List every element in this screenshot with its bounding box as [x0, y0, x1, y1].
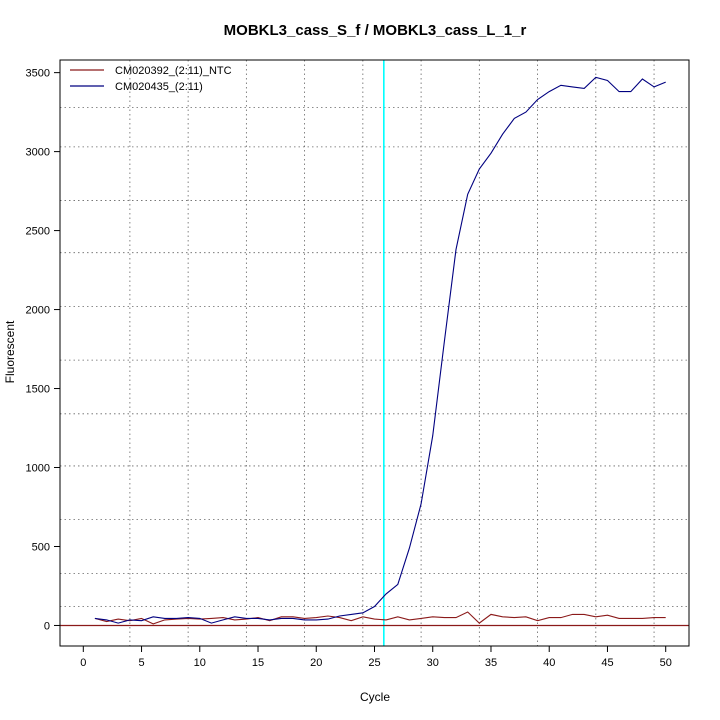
y-tick-label: 0 [44, 620, 50, 632]
y-tick-label: 1500 [26, 384, 50, 396]
x-tick-label: 20 [310, 657, 322, 669]
series-layer [94, 76, 666, 625]
x-tick-label: 0 [80, 657, 86, 669]
x-tick-label: 15 [252, 657, 264, 669]
y-tick-label: 500 [32, 541, 50, 553]
x-tick-label: 30 [427, 657, 439, 669]
x-tick-label: 35 [485, 657, 497, 669]
x-tick-label: 25 [368, 657, 380, 669]
x-axis-label: Cycle [360, 690, 390, 704]
y-tick-label: 2500 [26, 226, 50, 238]
x-tick-label: 45 [601, 657, 613, 669]
x-tick-label: 10 [194, 657, 206, 669]
x-tick-label: 40 [543, 657, 555, 669]
x-tick-label: 5 [138, 657, 144, 669]
y-tick-label: 3000 [26, 147, 50, 159]
series-line-2 [94, 76, 666, 624]
grid-layer [60, 60, 689, 647]
y-tick-label: 2000 [26, 305, 50, 317]
y-tick-label: 3500 [26, 68, 50, 80]
chart-title: MOBKL3_cass_S_f / MOBKL3_cass_L_1_r [224, 22, 527, 39]
x-axis: 0 5 10 15 20 25 30 35 40 45 50 [80, 646, 672, 669]
y-axis-label: Fluorescent [3, 320, 17, 383]
x-tick-label: 50 [660, 657, 672, 669]
y-axis: 0 500 1000 1500 2000 2500 3000 3500 [26, 68, 60, 632]
y-tick-label: 1000 [26, 463, 50, 475]
legend-label-1: CM020392_(2:11)_NTC [115, 65, 232, 77]
legend: CM020392_(2:11)_NTC CM020435_(2:11) [70, 65, 232, 93]
legend-label-2: CM020435_(2:11) [115, 81, 203, 93]
series-line-1 [94, 611, 666, 625]
